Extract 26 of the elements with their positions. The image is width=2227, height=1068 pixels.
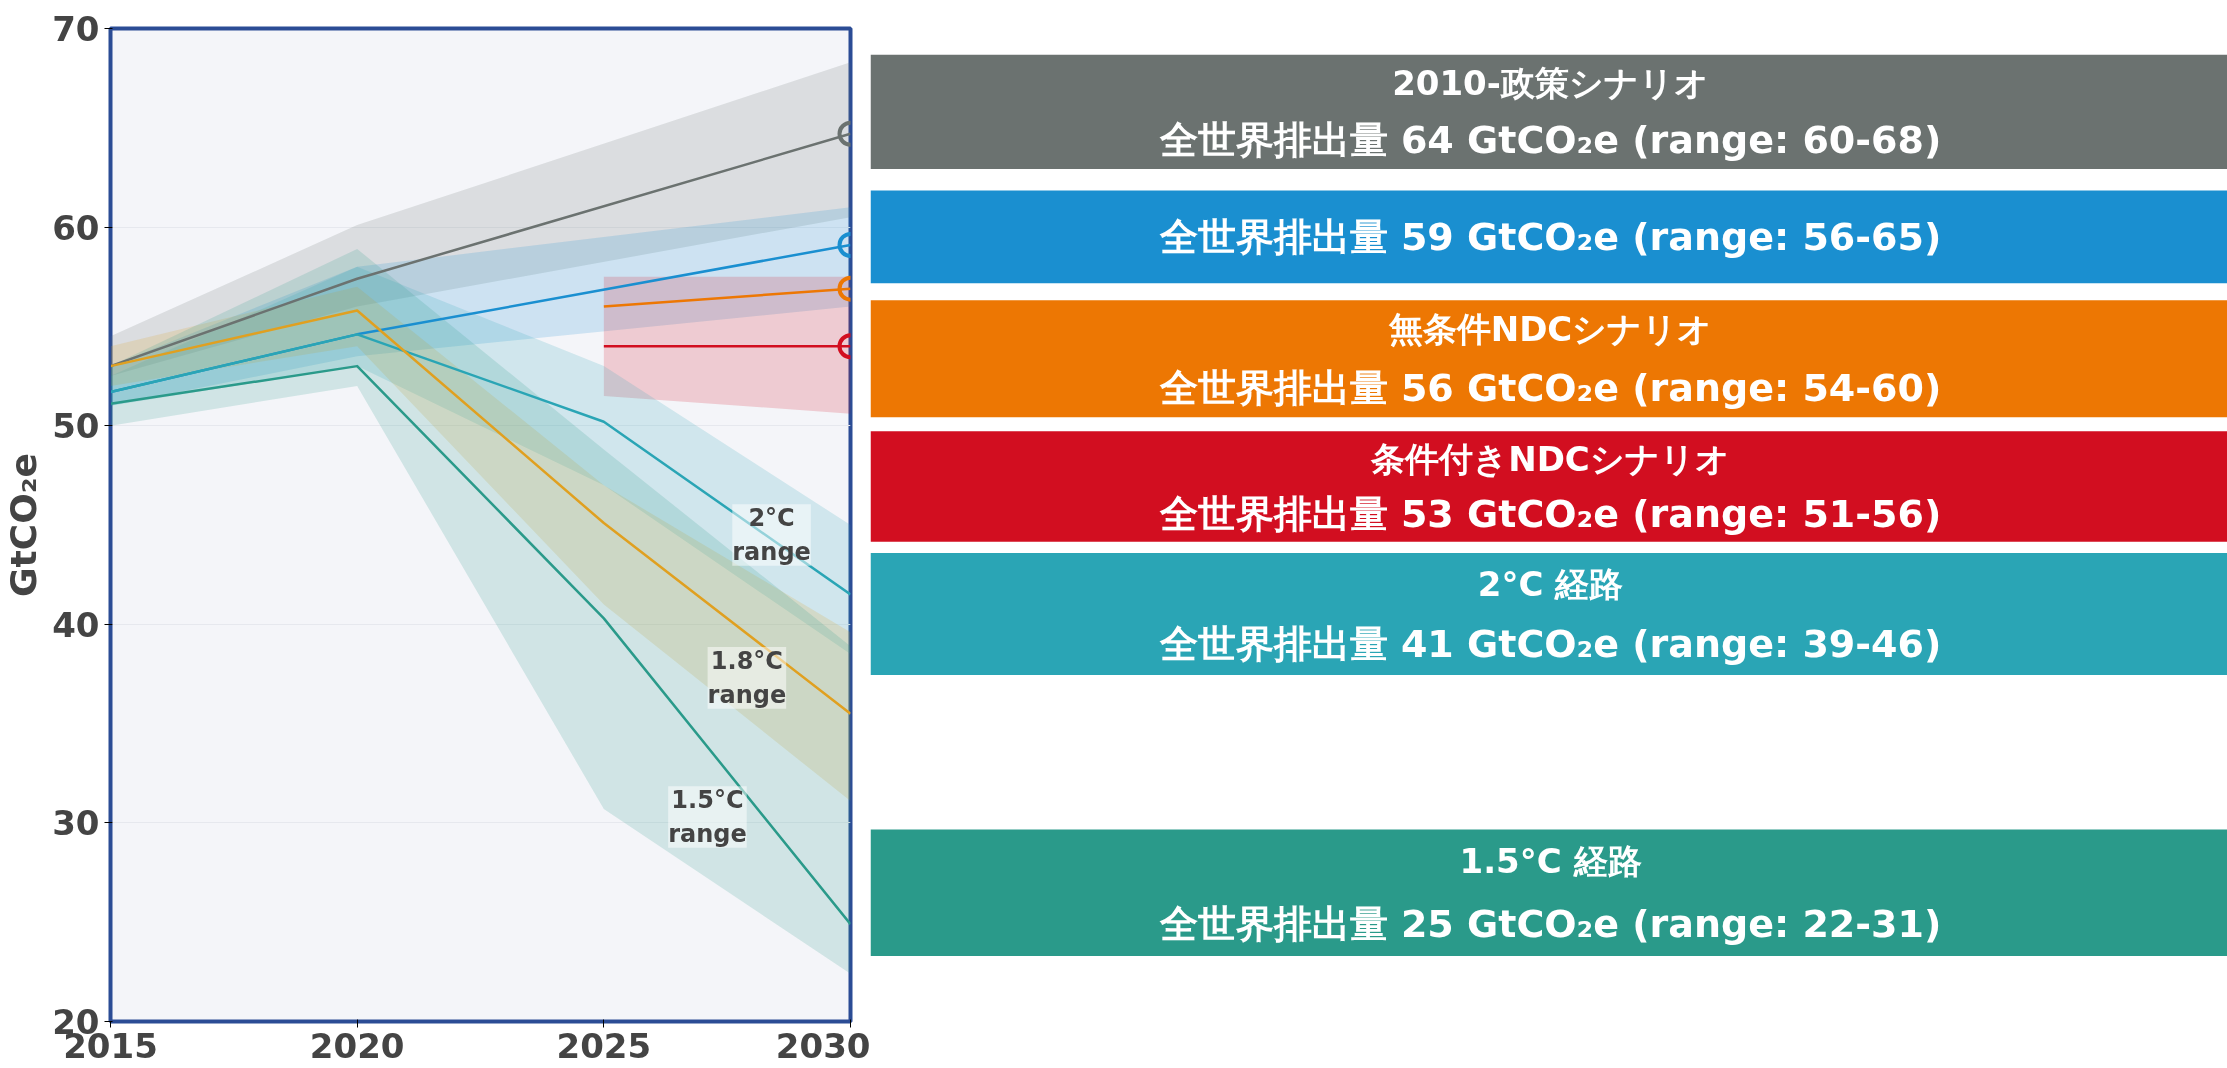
annotation: 1.5°C range [668, 786, 747, 848]
y-tick-label: 30 [52, 803, 100, 844]
text: 2°C 経路 [1477, 563, 1624, 604]
text: 無条件NDCシナリオ [1387, 309, 1713, 350]
text: 全世界排出量 56 GtCO₂e (range: 54-60) [1158, 365, 1942, 410]
annotation: 2°C range [732, 504, 811, 566]
y-tick-label: 50 [52, 406, 100, 447]
line-series [110, 364, 851, 926]
text: 1.5°C 経路 [1459, 841, 1642, 882]
text: 全世界排出量 53 GtCO₂e (range: 51-56) [1158, 492, 1942, 537]
x-tick-label: 2020 [309, 1025, 405, 1066]
y-axis-title: GtCO₂e [3, 453, 45, 597]
line-series [110, 333, 851, 596]
text: 2010-政策シナリオ [1392, 63, 1709, 104]
x-tick-label: 2025 [556, 1025, 652, 1066]
text: 全世界排出量 64 GtCO₂e (range: 60-68) [1158, 118, 1942, 163]
text: 全世界排出量 59 GtCO₂e (range: 56-65) [1158, 214, 1942, 259]
line-series [110, 309, 851, 715]
y-tick-label: 40 [52, 604, 100, 645]
x-tick-label: 2030 [775, 1025, 871, 1066]
text: 条件付きNDCシナリオ [1370, 438, 1730, 479]
y-tick-label: 60 [52, 207, 100, 248]
annotation: 1.8°C range [707, 647, 787, 709]
text: 全世界排出量 25 GtCO₂e (range: 22-31) [1158, 902, 1942, 947]
text: 全世界排出量 41 GtCO₂e (range: 39-46) [1158, 622, 1942, 667]
y-tick-label: 70 [52, 9, 100, 49]
